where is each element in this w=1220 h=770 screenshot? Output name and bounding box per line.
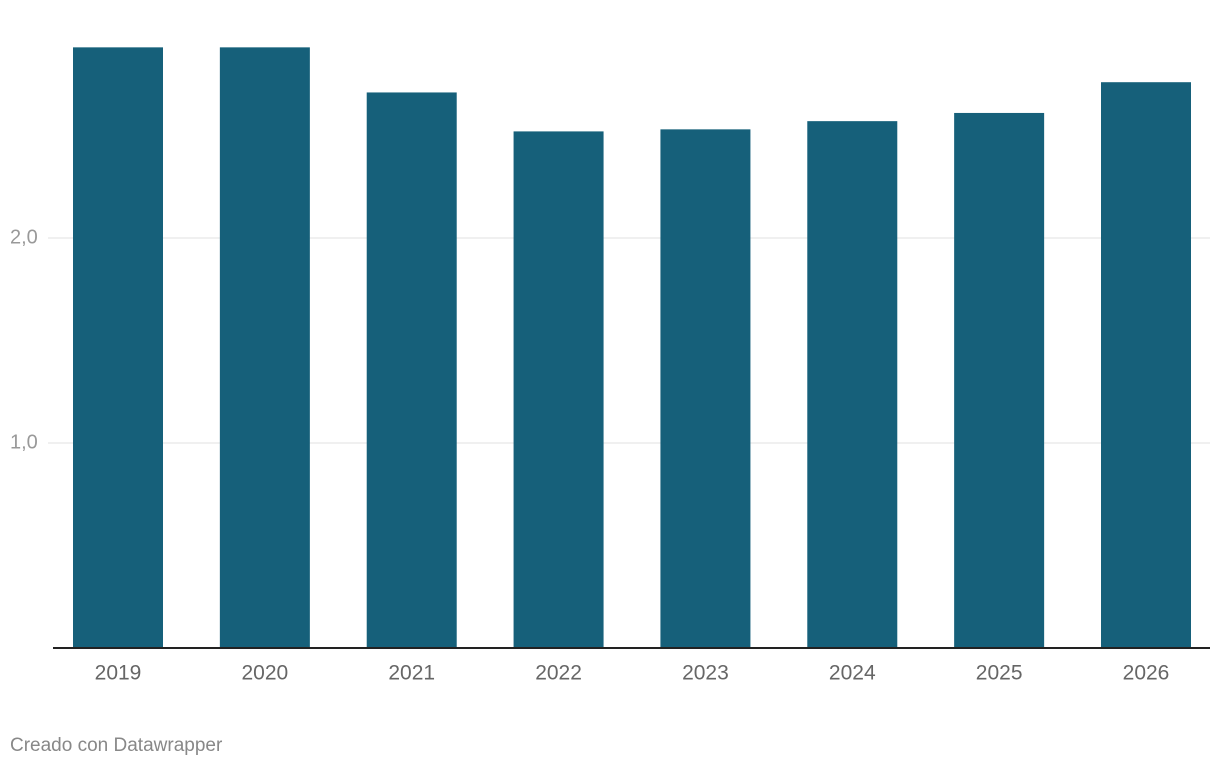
bar	[660, 129, 751, 649]
x-tick-label: 2025	[976, 662, 1023, 685]
x-tick-label: 2024	[829, 662, 876, 685]
bar	[219, 47, 310, 649]
x-tick-label: 2021	[388, 662, 435, 685]
bar	[954, 112, 1045, 648]
x-tick-label: 2020	[241, 662, 288, 685]
bar	[1101, 82, 1191, 648]
bar	[807, 121, 898, 648]
bar	[513, 131, 604, 648]
x-tick-label: 2022	[535, 662, 582, 685]
y-tick-label: 2,0	[10, 226, 38, 248]
x-tick-label: 2023	[682, 662, 729, 685]
credit: Creado con Datawrapper	[10, 735, 223, 756]
x-tick-label: 2019	[95, 662, 142, 685]
y-tick-label: 1,0	[10, 431, 38, 453]
x-tick-label: 2026	[1123, 662, 1170, 685]
bar	[73, 47, 163, 649]
bar	[366, 92, 457, 648]
